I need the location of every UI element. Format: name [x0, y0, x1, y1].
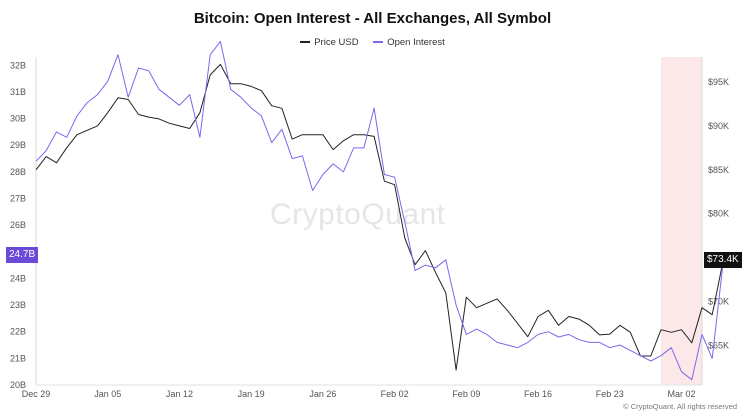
y-left-tick-label: 28B: [10, 167, 26, 177]
price-current-badge: $73.4K: [704, 252, 742, 268]
y-right-tick-label: $80K: [708, 209, 729, 219]
y-left-tick-label: 22B: [10, 327, 26, 337]
open-interest-line: [35, 40, 723, 381]
y-left-tick-label: 30B: [10, 114, 26, 124]
y-right-tick-label: $90K: [708, 121, 729, 131]
legend-swatch-open-interest: [373, 41, 384, 43]
x-tick-label: Feb 16: [524, 389, 552, 399]
legend-label-open-interest: Open Interest: [387, 36, 445, 48]
x-tick-label: Feb 02: [381, 389, 409, 399]
y-right-tick-label: $85K: [708, 165, 729, 175]
legend-label-price: Price USD: [314, 36, 359, 48]
x-tick-label: Jan 12: [166, 389, 193, 399]
price-line: [35, 63, 723, 371]
y-right-tick-label: $95K: [708, 77, 729, 87]
y-left-tick-label: 24B: [10, 273, 26, 283]
y-left-tick-label: 29B: [10, 140, 26, 150]
chart-legend: Price USD Open Interest: [0, 35, 745, 48]
x-tick-label: Dec 29: [22, 389, 51, 399]
legend-swatch-price: [300, 41, 311, 43]
legend-item-price[interactable]: Price USD: [300, 36, 359, 48]
highlight-band: [661, 57, 702, 385]
legend-item-open-interest[interactable]: Open Interest: [373, 37, 445, 48]
x-tick-label: Jan 26: [309, 389, 336, 399]
watermark: CryptoQuant: [270, 198, 446, 231]
chart-title: Bitcoin: Open Interest - All Exchanges, …: [193, 10, 552, 27]
open-interest-current-badge: 24.7B: [6, 247, 39, 263]
y-left-tick-label: 27B: [10, 194, 26, 204]
x-tick-label: Feb 09: [452, 389, 480, 399]
y-left-tick-label: 20B: [10, 380, 26, 390]
x-tick-label: Feb 23: [596, 389, 624, 399]
copyright-notice: © CryptoQuant. All rights reserved: [623, 402, 737, 411]
y-left-tick-label: 21B: [10, 353, 26, 363]
y-left-tick-label: 23B: [10, 300, 26, 310]
x-tick-label: Jan 05: [94, 389, 121, 399]
y-left-tick-label: 32B: [10, 60, 26, 70]
x-tick-label: Jan 19: [238, 389, 265, 399]
y-left-tick-label: 26B: [10, 220, 26, 230]
y-left-tick-label: 31B: [10, 87, 26, 97]
y-right-tick-label: $65K: [708, 340, 729, 350]
x-tick-label: Mar 02: [667, 389, 695, 399]
